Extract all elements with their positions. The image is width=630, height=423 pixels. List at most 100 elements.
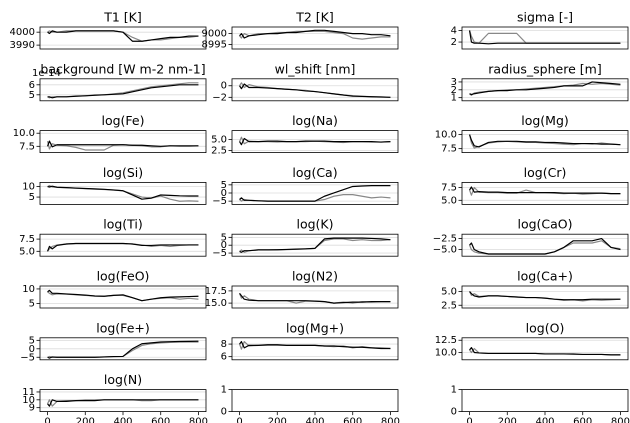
- x-tick-label: 200: [268, 417, 287, 423]
- trace-line: [238, 136, 391, 145]
- axes-frame: [39, 285, 207, 309]
- subplot-title: log(Fe): [101, 113, 144, 128]
- subplot-title: background [W m-2 nm-1]: [40, 61, 205, 76]
- y-tick-label: −5.0: [433, 245, 457, 256]
- y-tick-label: 2.5: [441, 300, 457, 311]
- axes-frame: [39, 389, 207, 413]
- x-tick-label: 600: [573, 417, 592, 423]
- subplot: log(K) −505: [212, 217, 399, 259]
- y-tick-label: 6: [29, 80, 35, 91]
- y-tick-label: 10: [22, 182, 35, 193]
- y-tick-label: 12.5: [435, 335, 457, 346]
- y-tick-label: 0: [221, 188, 227, 199]
- trace-line: [239, 29, 391, 39]
- trace-line: [239, 137, 391, 146]
- axes-frame: [461, 130, 629, 154]
- y-tick-label: 7.5: [441, 183, 457, 194]
- trace-line: [469, 81, 621, 96]
- axes-frame: [461, 26, 629, 50]
- y-tick-label: −5: [20, 352, 35, 363]
- axes-frame: [461, 181, 629, 205]
- y-tick-label: 9: [29, 403, 35, 414]
- x-tick-label: 600: [343, 417, 362, 423]
- y-tick-label: 0: [221, 240, 227, 251]
- subplot-title: log(O): [526, 320, 565, 335]
- y-tick-label: −2: [212, 92, 227, 103]
- axes-frame: [231, 130, 399, 154]
- trace-line: [239, 82, 391, 98]
- axes-frame: [231, 78, 399, 102]
- subplot: log(Na) 2.55.0: [211, 113, 399, 156]
- y-tick-label: 2: [451, 37, 457, 48]
- trace-line: [46, 140, 199, 148]
- axes-frame: [461, 389, 629, 413]
- y-tick-label: −5: [212, 248, 227, 259]
- x-tick-label: 800: [611, 417, 630, 423]
- y-tick-label: 5: [29, 90, 35, 101]
- x-tick-label: 400: [535, 417, 554, 423]
- subplot: log(O) 10.012.5: [435, 320, 629, 361]
- subplot-title: T1 [K]: [103, 10, 142, 25]
- subplot-title: wl_shift [nm]: [275, 61, 356, 76]
- subplot: log(Ca) −505: [212, 165, 399, 207]
- subplot-title: log(CaO): [517, 217, 572, 232]
- trace-line: [469, 82, 621, 96]
- subplot: log(CaO) −5.0−2.5: [433, 217, 629, 257]
- subplot: log(Ti) 5.07.5: [19, 217, 207, 257]
- axes-frame: [39, 26, 207, 50]
- x-tick-label: 200: [76, 417, 95, 423]
- trace-line: [47, 84, 199, 99]
- axes-frame: [461, 233, 629, 257]
- trace-line: [468, 134, 621, 149]
- y-tick-label: 5.0: [441, 287, 457, 298]
- subplot: wl_shift [nm] −20: [212, 61, 399, 103]
- subplot: log(Ca+) 2.5 5.0: [441, 269, 629, 311]
- y-tick-label: 8995: [202, 40, 227, 51]
- subplot-title: log(Ca): [292, 165, 337, 180]
- y-tick-label: 4000: [10, 27, 35, 38]
- subplot-title: log(Si): [103, 165, 143, 180]
- y-tick-label: 10.0: [435, 347, 457, 358]
- x-tick-label: 200: [498, 417, 517, 423]
- trace-line: [239, 83, 391, 98]
- subplot-title: radius_sphere [m]: [488, 61, 601, 76]
- subplot-title: log(Na): [292, 113, 338, 128]
- x-tick-label: 800: [189, 417, 208, 423]
- y-tick-label: 9000: [202, 29, 227, 40]
- axes-frame: [231, 181, 399, 205]
- subplot: log(Fe+) −505: [20, 320, 207, 363]
- axes-frame: [231, 389, 399, 413]
- y-tick-label: 3: [451, 77, 457, 88]
- y-tick-label: 0: [451, 407, 457, 418]
- trace-line: [469, 346, 621, 356]
- trace-line: [47, 341, 199, 358]
- y-tick-label: 11: [22, 387, 35, 398]
- axes-frame: [39, 233, 207, 257]
- trace-line: [468, 186, 621, 196]
- subplot-title: log(Ti): [103, 217, 143, 232]
- trace-line: [47, 289, 199, 302]
- y-tick-label: 10: [22, 395, 35, 406]
- y-tick-label: 10.0: [13, 128, 35, 139]
- subplot: sigma [-] 24: [451, 10, 629, 50]
- y-tick-label: 5: [29, 299, 35, 310]
- subplot: log(Mg) 7.5 10.0: [435, 113, 629, 155]
- axes-frame: [39, 78, 207, 102]
- subplot: log(Mg+) 6 8: [221, 320, 399, 363]
- trace-line: [469, 291, 621, 301]
- axes-frame: [231, 285, 399, 309]
- trace-line: [47, 185, 199, 200]
- trace-line: [239, 340, 391, 350]
- y-tick-label: 5.0: [441, 195, 457, 206]
- trace-line: [47, 399, 199, 407]
- y-tick-label: 0: [221, 81, 227, 92]
- subplot-title: log(N2): [292, 269, 338, 284]
- subplot-title: T2 [K]: [295, 10, 334, 25]
- axes-frame: [231, 26, 399, 50]
- y-tick-label: 1: [221, 385, 227, 396]
- x-tick-label: 0: [236, 417, 242, 423]
- trace-line: [47, 291, 199, 302]
- axes-frame: [461, 337, 629, 361]
- trace-line: [468, 240, 621, 255]
- y-tick-label: 7.5: [19, 141, 35, 152]
